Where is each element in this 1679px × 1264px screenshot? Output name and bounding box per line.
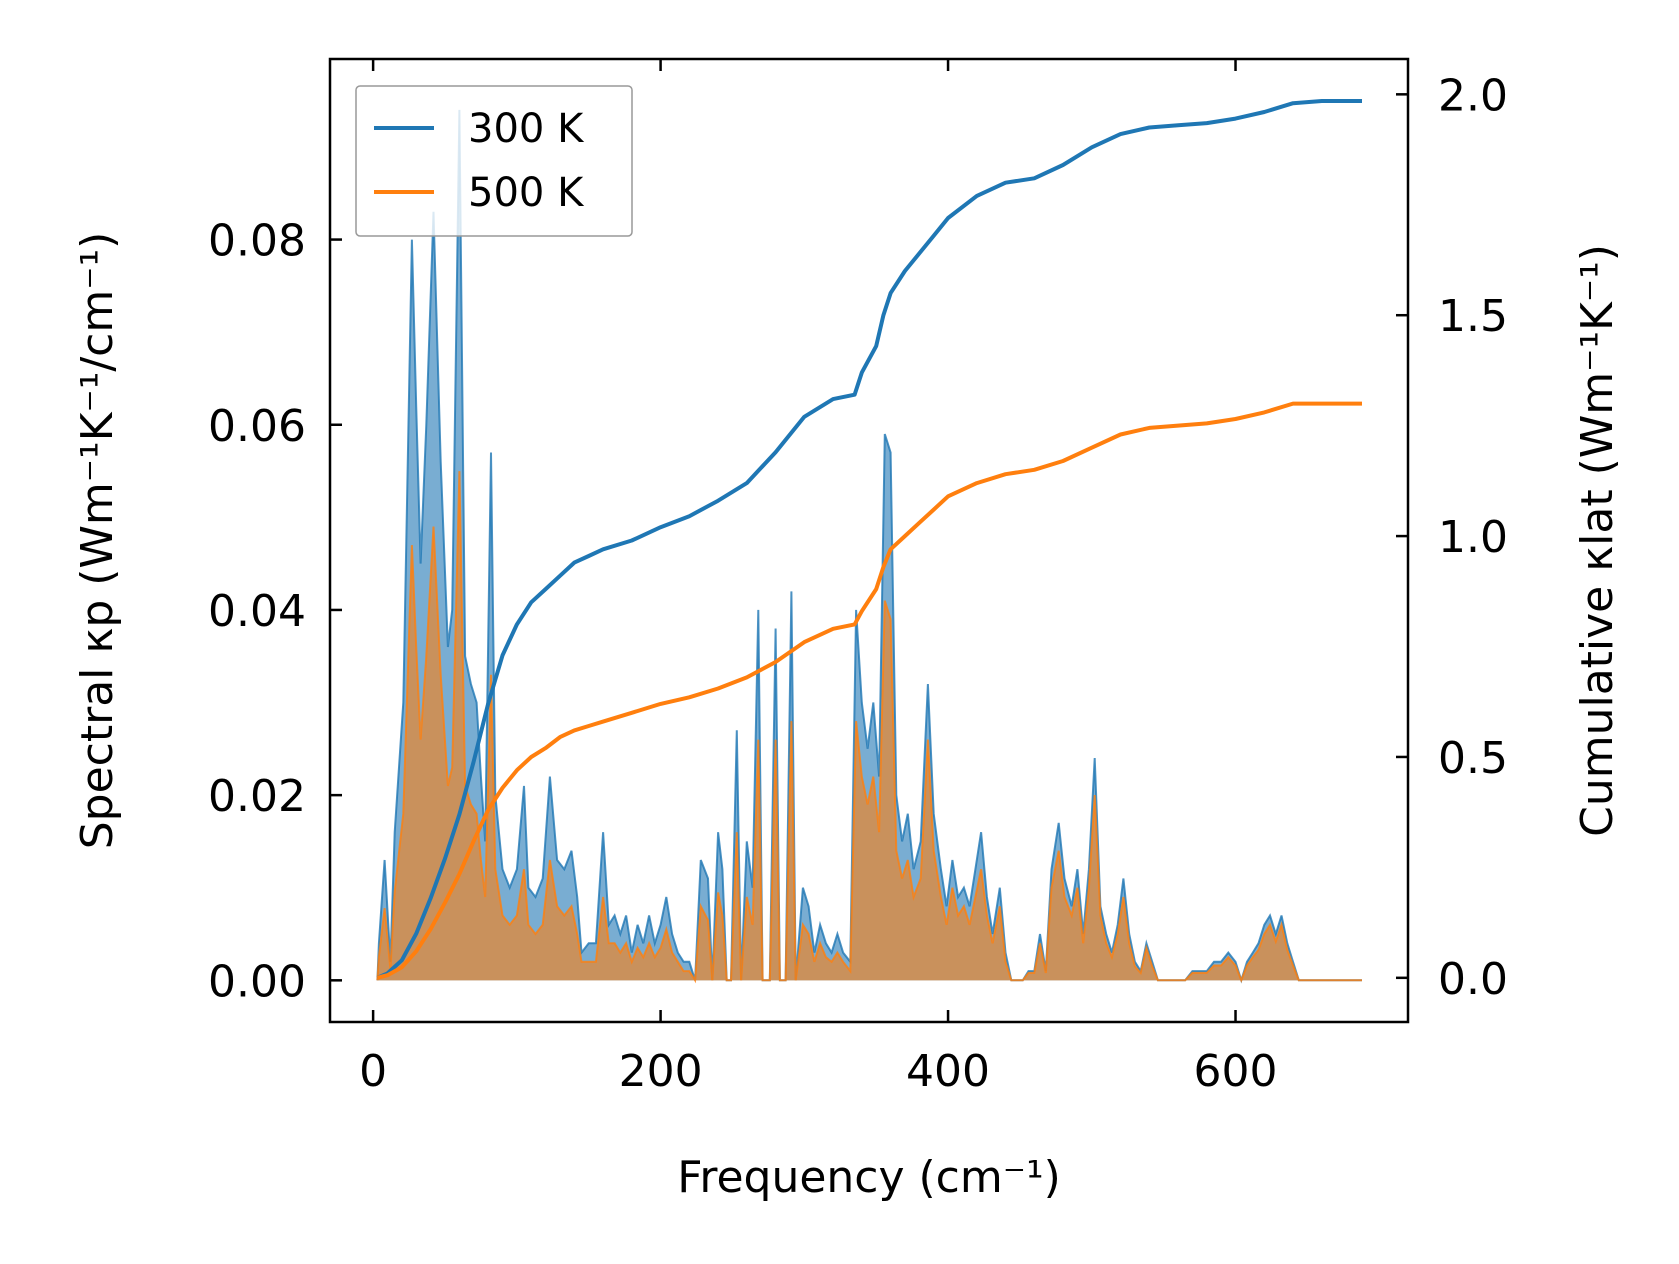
y-right-axis-title: Cumulative κlat (Wm⁻¹K⁻¹) [1572, 244, 1623, 837]
cumulative-series-layer [376, 99, 1362, 980]
cumulative-line-500k [376, 401, 1362, 980]
spectral-area-500k [377, 471, 1363, 981]
legend: 300 K 500 K [355, 85, 633, 237]
y-left-axis-title: Spectral κp (Wm⁻¹K⁻¹/cm⁻¹) [72, 232, 123, 850]
spectral-series-layer [376, 109, 1363, 984]
y-right-tick-label: 1.5 [1438, 291, 1508, 342]
legend-label-500k: 500 K [468, 170, 585, 216]
y-right-tick-label: 2.0 [1438, 70, 1508, 121]
x-axis-title: Frequency (cm⁻¹) [677, 1152, 1061, 1203]
y-left-tick-label: 0.04 [208, 586, 306, 637]
legend-box [355, 85, 633, 237]
y-left-tick-label: 0.02 [208, 771, 306, 822]
legend-label-300k: 300 K [468, 106, 585, 152]
x-tick-label: 400 [906, 1046, 990, 1097]
y-right-tick-label: 0.5 [1438, 733, 1508, 784]
cumulative-line-300k [376, 99, 1362, 980]
y-right-tick-label: 1.0 [1438, 512, 1508, 563]
x-tick-label: 200 [619, 1046, 703, 1097]
plot-frame [328, 57, 1410, 1024]
ticks-layer: 0 200 400 600 0.00 0.02 0.04 0.06 0.08 0.0 0.5 1.0 1… [208, 59, 1508, 1097]
x-tick-label: 600 [1194, 1046, 1278, 1097]
y-left-tick-label: 0.08 [208, 216, 306, 267]
y-left-tick-label: 0.06 [208, 401, 306, 452]
y-right-tick-label: 0.0 [1438, 954, 1508, 1005]
y-left-tick-label: 0.00 [208, 956, 306, 1007]
spectral-line-500k [376, 471, 1362, 984]
x-tick-label: 0 [359, 1046, 387, 1097]
